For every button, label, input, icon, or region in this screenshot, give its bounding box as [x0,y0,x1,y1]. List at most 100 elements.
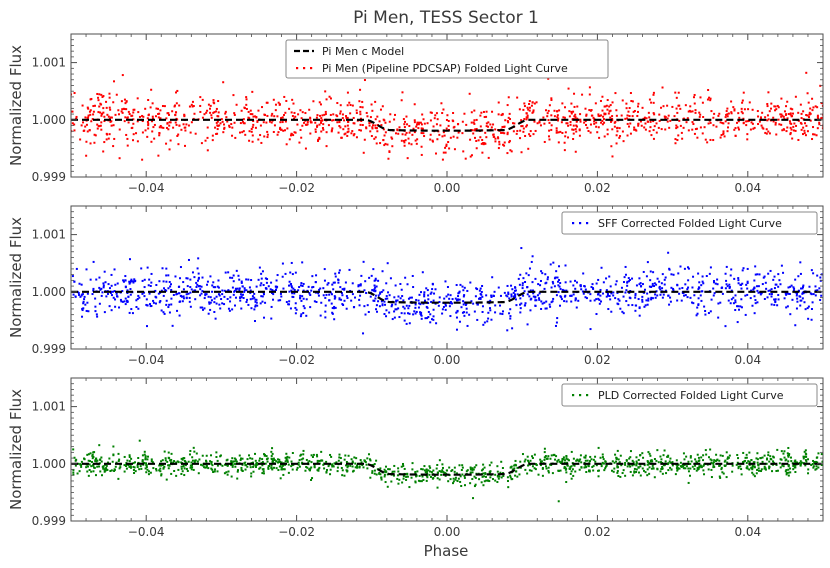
data-point [589,109,592,112]
data-point [441,308,444,311]
data-point [92,451,95,454]
data-point [741,282,744,285]
data-point [594,455,597,458]
data-point [421,468,424,471]
data-point [727,126,730,129]
data-point [569,280,572,283]
data-point [547,119,550,122]
data-point [346,124,349,127]
data-point [806,92,809,95]
data-point [555,455,558,458]
data-point [94,474,97,477]
data-point [226,120,229,123]
data-point [429,313,432,316]
data-point [634,292,637,295]
data-point [616,130,619,133]
data-point [547,455,550,458]
data-point [443,297,446,300]
data-point [137,457,140,459]
data-point [294,306,297,309]
data-point [87,459,90,462]
data-point [158,301,161,304]
data-point [288,290,291,293]
data-point [761,460,764,463]
data-point [290,285,293,288]
data-point [738,308,740,311]
data-point [748,460,751,463]
data-point [333,307,336,310]
data-point [559,287,562,290]
data-point [461,120,464,123]
data-point [235,288,238,291]
data-point [231,464,234,467]
data-point [264,462,267,465]
data-point [616,471,619,474]
data-point [481,305,484,308]
data-point [678,467,681,470]
data-point [195,286,198,289]
data-point [311,286,314,289]
data-point [679,265,682,268]
data-point [531,465,534,468]
data-point [507,293,510,295]
data-point [334,275,337,278]
data-point [440,470,443,473]
data-point [473,129,476,132]
data-point [431,283,434,286]
data-point [473,109,476,112]
data-point [555,321,558,324]
data-point [215,451,218,454]
data-point [528,295,531,298]
data-point [606,294,609,297]
data-point [419,480,422,483]
data-point [785,130,788,133]
data-point [317,138,320,141]
data-point [631,464,634,467]
data-point [570,450,573,453]
data-point [217,124,220,127]
data-point [182,123,185,126]
data-point [416,470,419,473]
data-point [127,464,130,467]
data-point [351,104,354,107]
data-point [629,132,632,135]
data-point [780,264,783,267]
data-point [621,130,624,133]
data-point [551,472,554,475]
data-point [800,117,803,120]
data-point [359,123,362,126]
data-point [801,297,804,300]
data-point [616,465,619,468]
data-point [534,299,537,302]
data-point [428,473,431,476]
data-point [122,279,125,282]
data-point [650,286,653,288]
data-point [762,127,765,130]
data-point [314,130,317,133]
data-point [462,300,465,303]
data-point [385,295,388,298]
data-point [183,115,186,118]
data-point [819,279,822,282]
data-point [485,479,488,482]
data-point [650,467,653,470]
data-point [704,313,707,316]
data-point [752,473,755,476]
data-point [561,131,564,134]
data-point [742,122,745,125]
data-point [789,113,792,116]
data-point [209,308,212,311]
data-point [789,133,792,136]
data-point [127,110,130,113]
data-point [339,286,342,289]
data-point [761,111,764,114]
data-point [772,455,775,458]
data-point [703,463,706,466]
data-point [211,468,214,471]
data-point [546,115,549,118]
data-point [380,300,383,303]
data-point [90,470,93,473]
data-point [609,104,612,107]
data-point [468,313,471,316]
data-point [175,102,178,105]
